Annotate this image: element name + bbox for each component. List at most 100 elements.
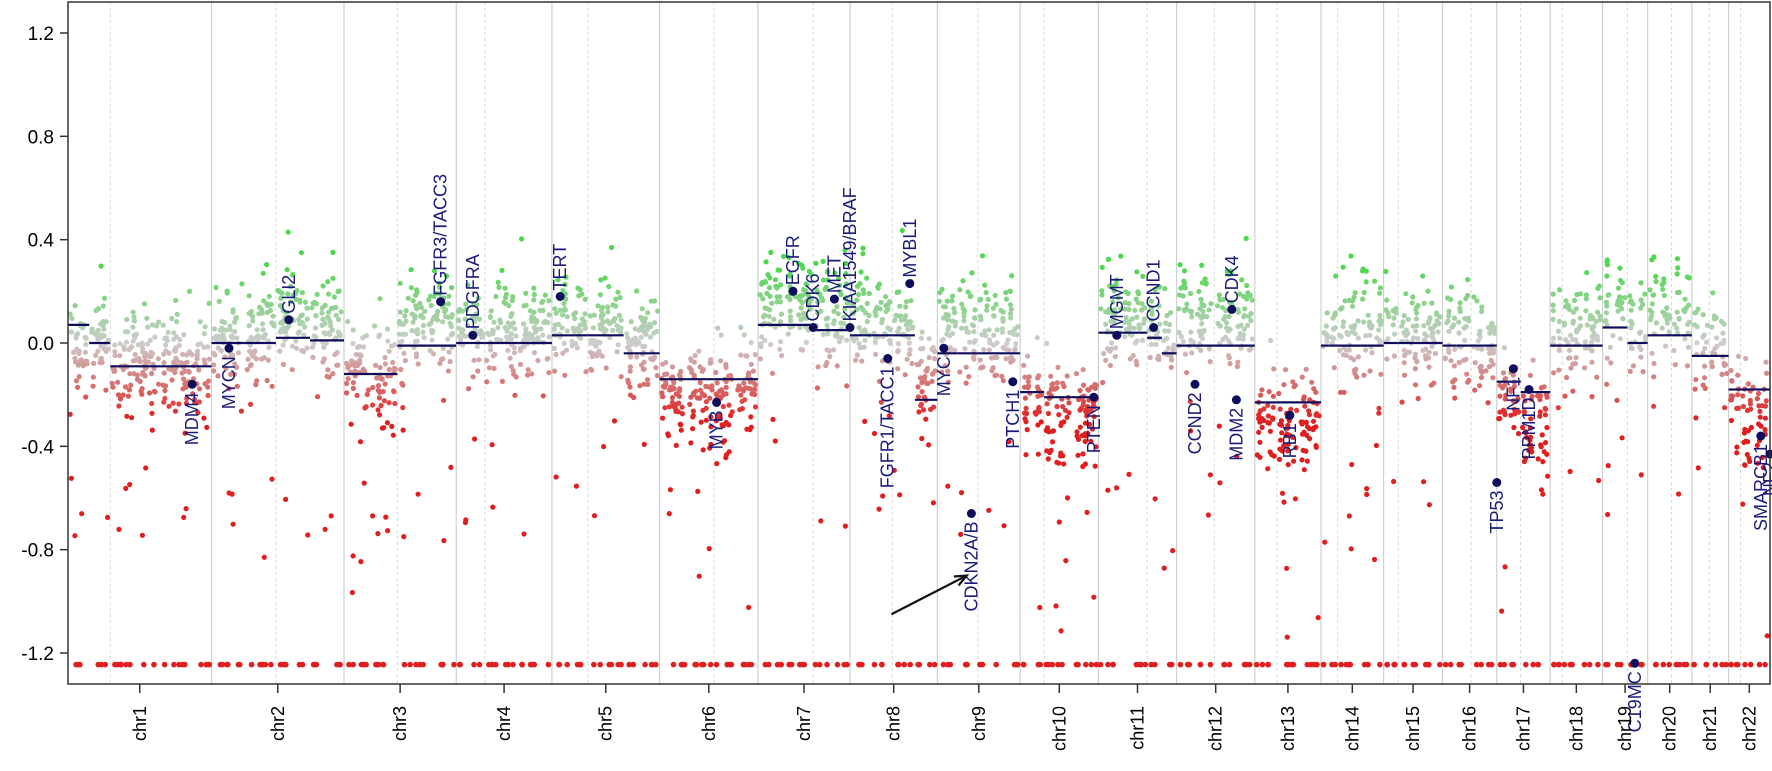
probe-point-floor bbox=[679, 661, 686, 668]
probe-point bbox=[1340, 324, 1346, 330]
probe-point bbox=[1710, 290, 1716, 296]
probe-point bbox=[1036, 409, 1042, 415]
probe-point bbox=[1170, 548, 1176, 554]
probe-point bbox=[655, 308, 661, 314]
probe-point-floor bbox=[123, 661, 129, 668]
probe-point bbox=[1139, 301, 1145, 307]
probe-point bbox=[1157, 321, 1163, 327]
probe-point bbox=[1597, 317, 1603, 323]
probe-point-floor bbox=[964, 661, 970, 668]
probe-point bbox=[843, 260, 849, 266]
probe-point bbox=[1279, 422, 1285, 428]
probe-point bbox=[344, 380, 350, 387]
probe-point bbox=[184, 395, 190, 402]
probe-point bbox=[1066, 410, 1072, 416]
probe-point bbox=[83, 341, 89, 348]
probe-point bbox=[893, 312, 899, 319]
probe-point bbox=[344, 390, 350, 396]
probe-point bbox=[1148, 317, 1155, 323]
probe-point-floor bbox=[1683, 661, 1690, 668]
probe-point bbox=[557, 307, 563, 313]
probe-point bbox=[561, 340, 567, 346]
probe-point bbox=[634, 288, 640, 294]
probe-point bbox=[545, 320, 551, 326]
probe-point bbox=[284, 309, 290, 315]
probe-point bbox=[1728, 417, 1735, 424]
probe-point bbox=[607, 321, 613, 327]
probe-point bbox=[1074, 429, 1080, 435]
probe-point bbox=[523, 302, 529, 308]
probe-point bbox=[304, 316, 310, 322]
probe-point bbox=[1003, 356, 1009, 362]
probe-point bbox=[883, 294, 889, 300]
probe-point bbox=[75, 362, 81, 368]
probe-point bbox=[1077, 407, 1083, 413]
probe-point bbox=[581, 322, 587, 328]
probe-point bbox=[1510, 398, 1516, 404]
probe-point bbox=[519, 236, 525, 242]
probe-point bbox=[1584, 270, 1590, 276]
probe-point bbox=[1367, 368, 1373, 374]
probe-point bbox=[1472, 387, 1478, 393]
probe-point bbox=[446, 293, 452, 299]
probe-point-floor bbox=[380, 661, 387, 668]
probe-point bbox=[399, 380, 405, 387]
probe-point bbox=[892, 317, 898, 323]
probe-point bbox=[1176, 292, 1183, 298]
probe-point bbox=[259, 334, 265, 340]
probe-point bbox=[1126, 321, 1132, 327]
probe-point bbox=[1577, 291, 1583, 297]
probe-point bbox=[582, 296, 588, 302]
probe-point-floor bbox=[1719, 661, 1725, 668]
probe-point-floor bbox=[1437, 661, 1443, 668]
probe-point-floor bbox=[171, 661, 177, 668]
probe-point bbox=[950, 293, 956, 299]
probe-point bbox=[957, 287, 963, 293]
probe-point bbox=[174, 319, 180, 325]
probe-point bbox=[980, 364, 986, 370]
probe-point bbox=[579, 316, 585, 322]
probe-point bbox=[1059, 420, 1065, 426]
probe-point bbox=[835, 311, 841, 317]
probe-point bbox=[513, 333, 519, 339]
probe-point bbox=[878, 299, 884, 305]
probe-point bbox=[1125, 290, 1131, 296]
probe-point bbox=[1675, 289, 1681, 296]
probe-point bbox=[253, 356, 259, 362]
probe-point bbox=[1472, 360, 1478, 366]
probe-point bbox=[205, 344, 211, 350]
probe-point-floor bbox=[1723, 661, 1729, 668]
gene-label: CDK6 bbox=[803, 273, 823, 321]
probe-point bbox=[627, 392, 634, 398]
probe-point bbox=[361, 480, 367, 486]
probe-point bbox=[1722, 362, 1729, 368]
probe-point-floor bbox=[940, 661, 947, 668]
probe-point bbox=[1671, 347, 1677, 354]
probe-point bbox=[797, 325, 803, 331]
probe-point bbox=[1258, 392, 1264, 398]
probe-point bbox=[211, 362, 217, 368]
probe-point-floor bbox=[217, 661, 224, 668]
probe-point bbox=[801, 310, 807, 317]
probe-point bbox=[94, 333, 100, 339]
probe-point bbox=[1562, 393, 1568, 399]
probe-point bbox=[1306, 426, 1312, 432]
probe-point bbox=[1740, 501, 1746, 507]
probe-point bbox=[397, 339, 403, 345]
probe-point bbox=[1062, 407, 1068, 413]
probe-point bbox=[333, 304, 339, 311]
probe-point bbox=[94, 329, 100, 335]
probe-point bbox=[850, 311, 856, 317]
probe-point bbox=[521, 337, 527, 343]
probe-point-floor bbox=[1265, 661, 1272, 668]
probe-point bbox=[1012, 326, 1018, 332]
gene-marker bbox=[1524, 385, 1534, 394]
probe-point bbox=[127, 481, 133, 488]
probe-point bbox=[1608, 360, 1614, 366]
probe-point bbox=[1199, 321, 1205, 327]
chromosome-label: chr8 bbox=[884, 706, 904, 741]
probe-point bbox=[596, 348, 602, 354]
probe-point bbox=[350, 327, 356, 333]
probe-point bbox=[907, 347, 913, 353]
probe-point bbox=[1090, 404, 1096, 410]
